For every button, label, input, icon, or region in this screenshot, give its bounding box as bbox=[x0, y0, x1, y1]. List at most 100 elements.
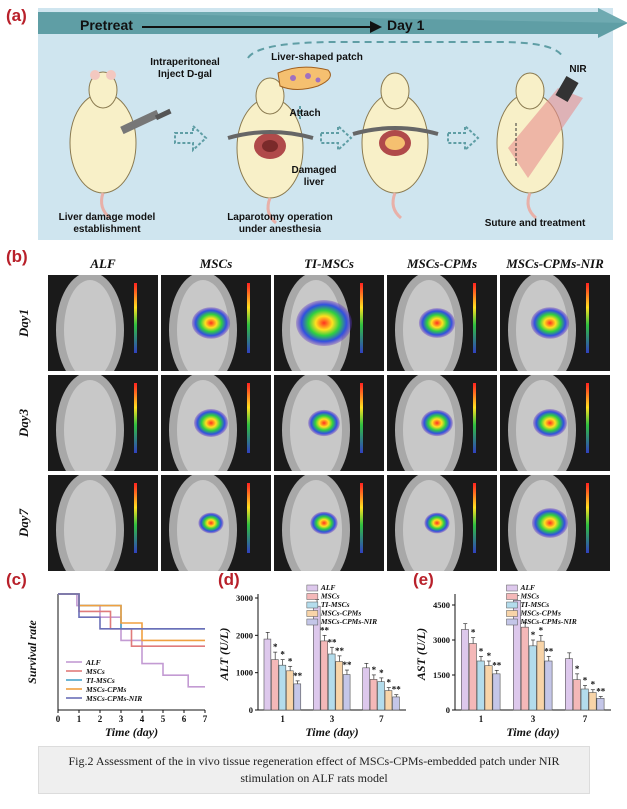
bar-ti-mscs-day1 bbox=[278, 664, 287, 711]
timeline-arrow bbox=[38, 8, 627, 38]
bar-mscs-day7 bbox=[572, 679, 581, 711]
x-tick-label: 0 bbox=[56, 714, 61, 724]
x-tick-label: 3 bbox=[531, 714, 536, 724]
fluorescence-signal bbox=[194, 409, 228, 437]
legend-label: ALF bbox=[320, 583, 336, 592]
legend-swatch bbox=[306, 610, 319, 617]
significance-mark: ** bbox=[328, 637, 338, 647]
rat-1-icon bbox=[69, 70, 172, 220]
rat-4-icon bbox=[496, 72, 583, 220]
significance-mark: * bbox=[539, 625, 544, 635]
fluorescence-signal bbox=[308, 409, 340, 437]
rat-2-icon bbox=[227, 77, 314, 225]
bar-mscs-cpms-day1 bbox=[484, 665, 493, 711]
survival-chart: 0 1 2 3 4 5 6 7 Time (day) Survival rate ALFMSCsTI… bbox=[25, 593, 208, 739]
bar-ti-mscs-day3 bbox=[327, 653, 336, 711]
patch-label: Liver-shaped patch bbox=[271, 52, 363, 63]
bar-mscs-cpms-nir-day3 bbox=[342, 674, 351, 711]
legend-label: MSCs-CPMs bbox=[320, 609, 362, 618]
inject-line-1: Intraperitoneal bbox=[150, 57, 220, 68]
y-axis-label: AST (U/L) bbox=[414, 628, 428, 681]
y-tick-label: 1500 bbox=[433, 670, 450, 680]
caption-line-1: Fig.2 Assessment of the in vivo tissue r… bbox=[68, 754, 560, 768]
y-tick-label: 0 bbox=[249, 705, 253, 715]
significance-mark: * bbox=[387, 678, 392, 688]
col-head-mscs-cpms-nir: MSCs-CPMs-NIR bbox=[506, 256, 604, 271]
legend-swatch bbox=[506, 610, 518, 617]
legend-swatch bbox=[506, 601, 518, 609]
fluorescence-signal bbox=[296, 300, 352, 346]
y-axis-label: Survival rate bbox=[25, 619, 39, 683]
significance-mark: * bbox=[575, 664, 580, 674]
pretreat-arrow-icon bbox=[142, 21, 382, 33]
bar-mscs-cpms-day3 bbox=[536, 640, 545, 711]
legend-label: MSCs-CPMs bbox=[519, 609, 561, 618]
significance-mark: ** bbox=[492, 660, 502, 670]
bar-mscs-cpms-nir-day7 bbox=[392, 696, 400, 711]
damaged-liver-label: Damaged liver bbox=[284, 165, 344, 189]
x-tick-label: 3 bbox=[119, 714, 124, 724]
bar-mscs-cpms-nir-day7 bbox=[596, 698, 605, 711]
step2-caption: Laparotomy operation under anesthesia bbox=[210, 212, 350, 236]
legend-label: TI-MSCs bbox=[321, 600, 350, 609]
ivis-image-mscs-cpms-day7 bbox=[387, 475, 497, 571]
ivis-image-mscs-cpms-nir-day7 bbox=[500, 475, 610, 571]
legend-swatch bbox=[506, 618, 518, 626]
y-axis-label: ALT (U/L) bbox=[217, 628, 231, 682]
y-tick-label: 1000 bbox=[236, 668, 253, 678]
significance-mark: * bbox=[479, 646, 484, 656]
step2-caption-line-1: Laparotomy operation bbox=[227, 212, 333, 223]
attach-label: Attach bbox=[289, 108, 321, 119]
fluorescence-signal bbox=[530, 307, 570, 339]
step3-caption: Suture and treatment bbox=[484, 218, 586, 229]
y-tick-label: 3000 bbox=[236, 593, 253, 603]
y-tick-label: 0 bbox=[446, 705, 450, 715]
col-head-alf: ALF bbox=[90, 256, 116, 271]
bar-mscs-day7 bbox=[369, 679, 378, 711]
row-head-day7: Day7 bbox=[16, 508, 31, 538]
legend-swatch bbox=[506, 593, 518, 600]
significance-mark: ** bbox=[596, 686, 606, 696]
ivis-image-alf-day1 bbox=[48, 275, 158, 371]
legend-label: MSCs-CPMs-NIR bbox=[85, 694, 142, 703]
ivis-image-mscs-cpms-day3 bbox=[387, 375, 497, 471]
ivis-image-mscs-day3 bbox=[161, 375, 271, 471]
significance-mark: * bbox=[591, 680, 596, 690]
bar-ti-mscs-day1 bbox=[476, 660, 485, 711]
ivis-image-ti-mscs-day3 bbox=[274, 375, 384, 471]
fluorescence-signal bbox=[533, 409, 567, 437]
bar-mscs-day1 bbox=[271, 659, 279, 711]
inject-line-2: Inject D-gal bbox=[158, 69, 212, 80]
fluorescence-signal bbox=[310, 511, 338, 535]
significance-mark: ** bbox=[320, 625, 330, 635]
banner-pretreat-label: Pretreat bbox=[80, 17, 133, 33]
bar-alf-day7 bbox=[362, 667, 370, 711]
x-tick-label: 3 bbox=[330, 714, 335, 724]
banner-day1-label: Day 1 bbox=[387, 17, 425, 33]
row-head-day3: Day3 bbox=[16, 408, 31, 438]
bar-ti-mscs-day7 bbox=[377, 681, 385, 711]
fluorescence-signal bbox=[418, 308, 456, 338]
significance-mark: ** bbox=[392, 685, 402, 695]
ivis-image-mscs-cpms-nir-day1 bbox=[500, 275, 610, 371]
bar-mscs-cpms-nir-day1 bbox=[492, 673, 501, 711]
significance-mark: * bbox=[583, 676, 588, 686]
significance-mark: ** bbox=[293, 671, 303, 681]
panel-b-label: (b) bbox=[6, 247, 28, 266]
bar-alf-day7 bbox=[565, 658, 573, 711]
bar-mscs-cpms-day3 bbox=[335, 661, 343, 711]
rat-3-icon bbox=[352, 72, 439, 220]
y-tick-label: 2000 bbox=[236, 630, 253, 640]
significance-mark: * bbox=[372, 665, 377, 675]
step1-caption-line-1: Liver damage model bbox=[58, 212, 156, 223]
nir-label: NIR bbox=[569, 64, 587, 75]
bar-mscs-cpms-day7 bbox=[588, 692, 597, 711]
x-tick-label: 1 bbox=[280, 714, 285, 724]
inject-callout: Intraperitoneal Inject D-gal bbox=[140, 57, 230, 81]
col-head-mscs: MSCs bbox=[199, 256, 233, 271]
ivis-image-ti-mscs-day1 bbox=[274, 275, 384, 371]
legend-label: MSCs bbox=[519, 592, 539, 601]
legend-swatch bbox=[306, 593, 319, 600]
